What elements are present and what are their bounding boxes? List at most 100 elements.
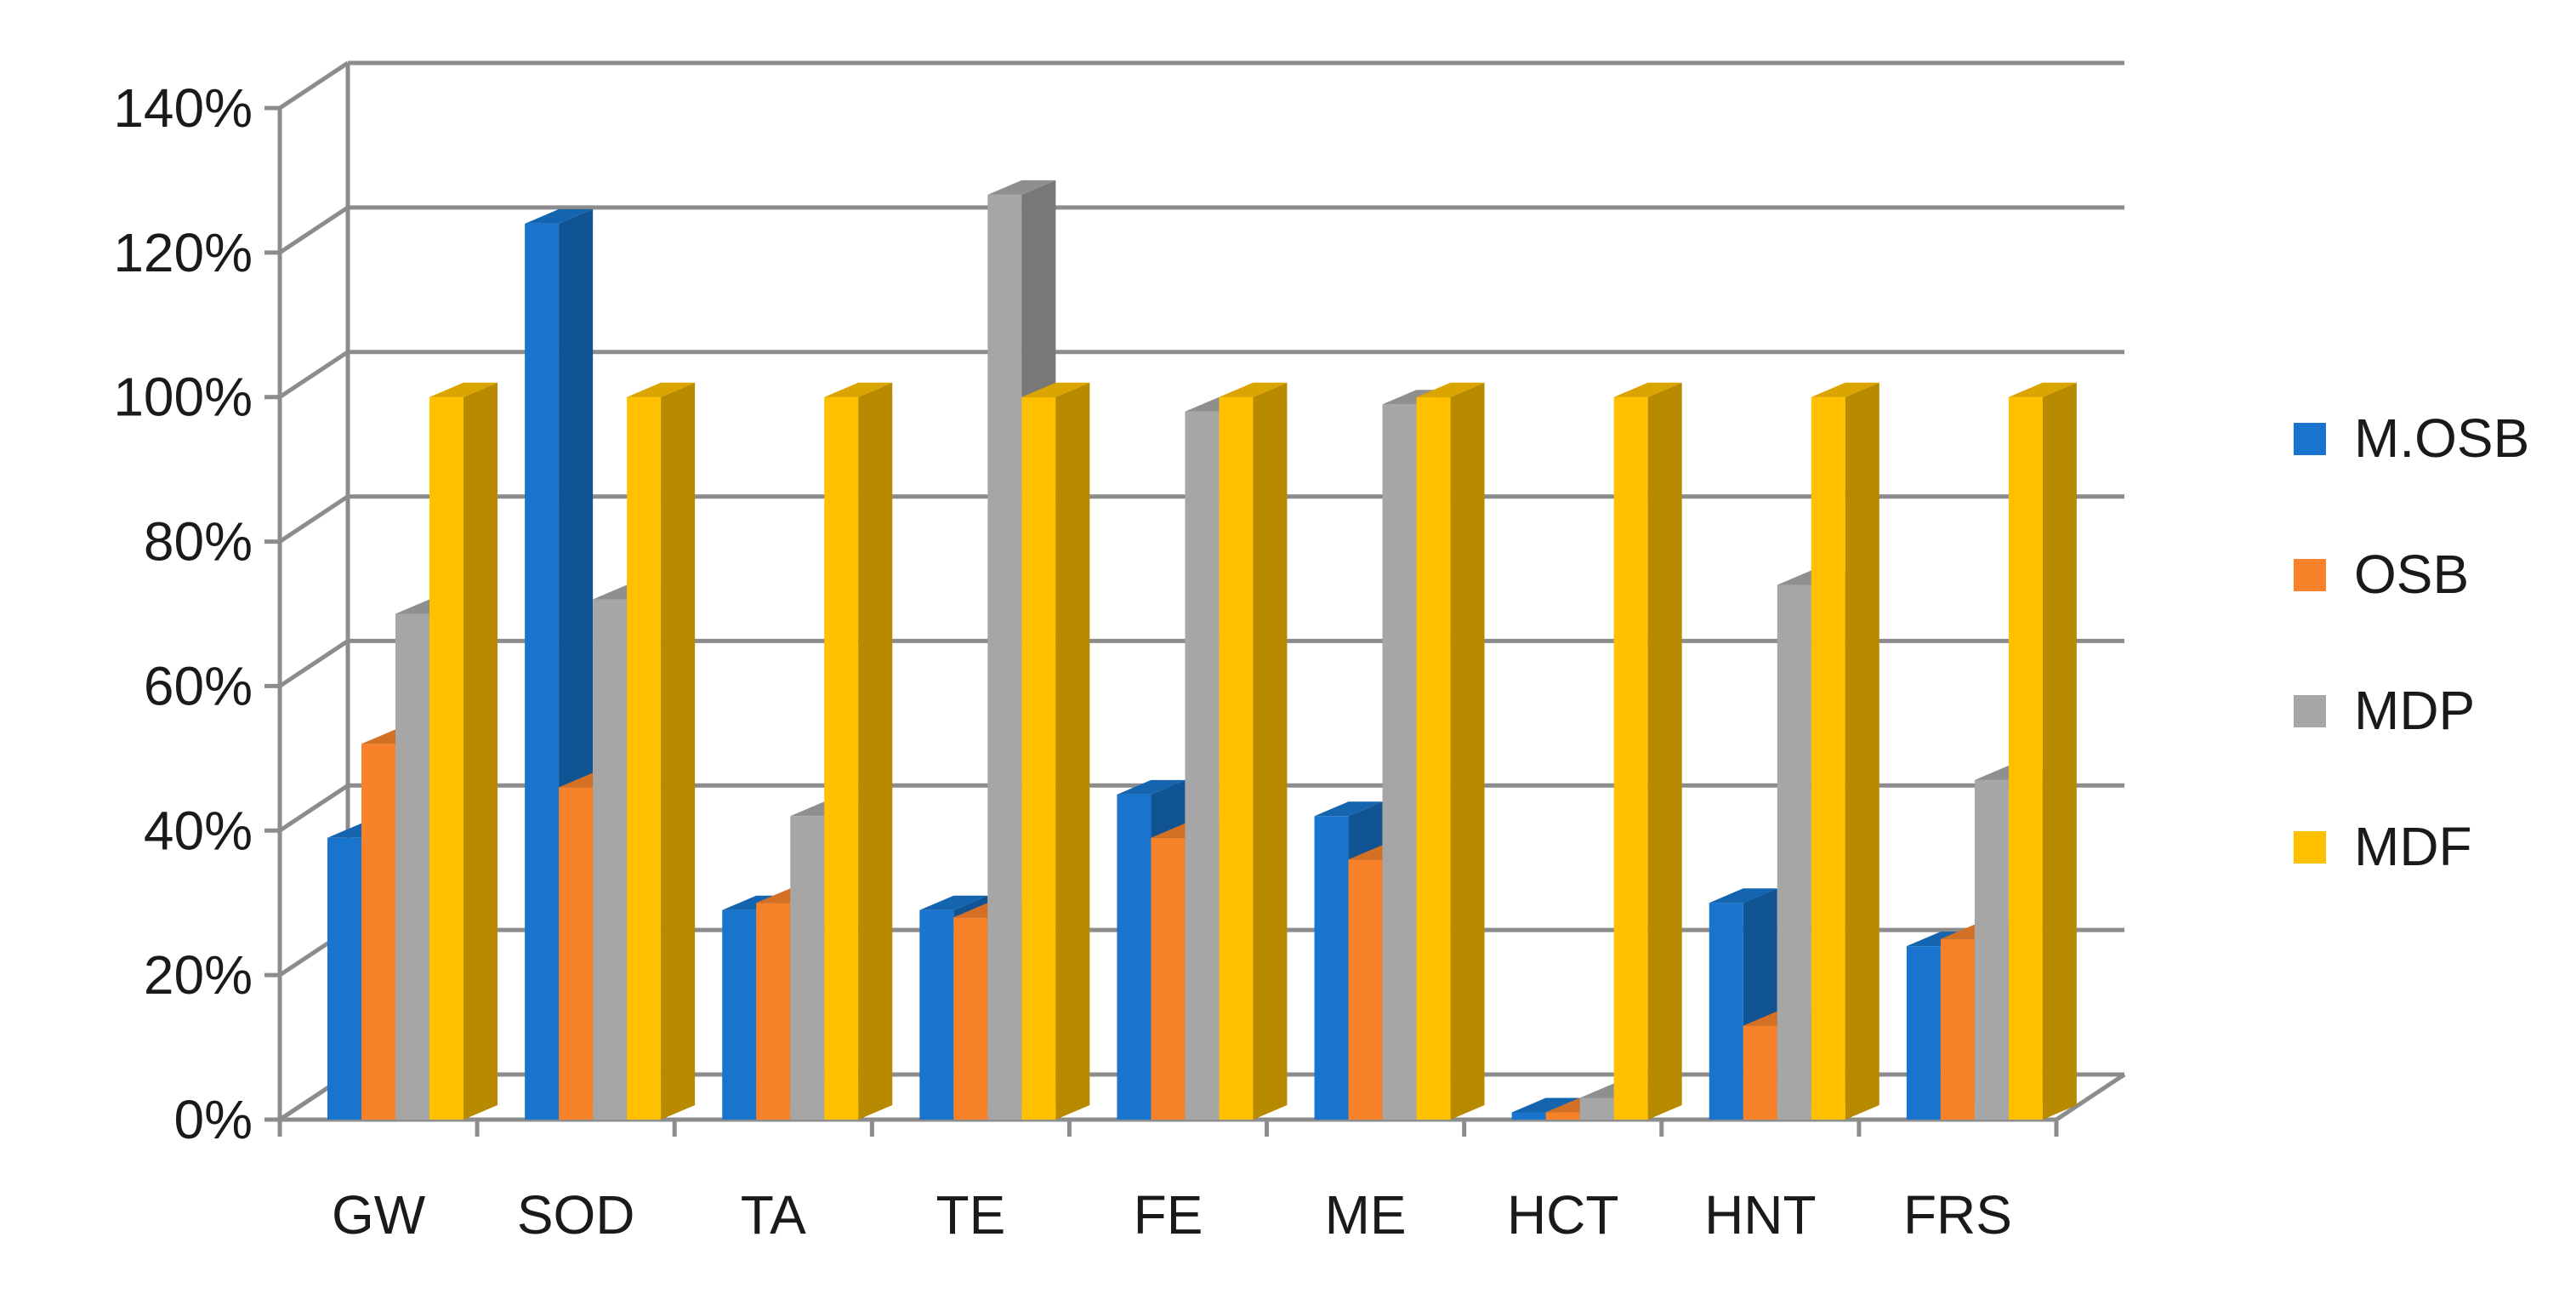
bar-front [1743, 1025, 1777, 1120]
bar-front [1777, 584, 1811, 1120]
bar-front [327, 837, 361, 1120]
legend-swatch [2294, 559, 2326, 591]
x-tick-label: ME [1325, 1184, 1407, 1246]
bar [1021, 382, 1090, 1120]
bar-front [919, 909, 954, 1120]
bar-front [1545, 1112, 1580, 1120]
legend-label: OSB [2354, 544, 2469, 605]
bar-front [429, 396, 463, 1120]
y-axis-ticks: 0% 20% 40% 60% 80% 100% 120% 140% [113, 77, 280, 1150]
series-mdf [429, 382, 2077, 1120]
bar-front [1117, 794, 1152, 1120]
bar-side [2042, 382, 2077, 1120]
x-tick-label: TA [741, 1184, 806, 1246]
legend: M.OSB OSB MDP MDF [2294, 408, 2529, 877]
bar-side [661, 382, 696, 1120]
bar-front [1906, 946, 1941, 1120]
bar [2008, 382, 2077, 1120]
bar-front [1348, 859, 1383, 1120]
bar-top [987, 180, 1056, 195]
bar-side [1253, 382, 1288, 1120]
bar-front [1382, 404, 1417, 1120]
bar-front [1151, 837, 1186, 1120]
bar-side [463, 382, 498, 1120]
bar-front [1416, 396, 1451, 1120]
bar-side [1055, 382, 1090, 1120]
bar-front [1185, 411, 1220, 1120]
legend-label: MDF [2354, 816, 2472, 877]
bar-front [593, 599, 628, 1120]
bar-front [1314, 816, 1349, 1120]
gridline-diagonal [278, 350, 350, 399]
x-tick-label: GW [332, 1184, 426, 1246]
legend-label: M.OSB [2354, 408, 2529, 469]
y-tick-label: 0% [174, 1089, 253, 1150]
legend-item: OSB [2294, 544, 2469, 605]
gridline-diagonal [278, 205, 350, 254]
bar-front [1219, 396, 1254, 1120]
bar-front [1613, 396, 1648, 1120]
bar-front [987, 194, 1022, 1120]
gridline-diagonal [278, 639, 350, 688]
bar-top [1416, 382, 1485, 397]
bar-front [559, 787, 594, 1120]
bar-top [2008, 382, 2077, 397]
legend-swatch [2294, 695, 2326, 727]
bar-front [1974, 779, 2009, 1120]
bar-front [790, 816, 825, 1120]
bar-top [627, 382, 696, 397]
legend-item: MDP [2294, 680, 2475, 741]
bar-top [1709, 888, 1777, 904]
x-tick-label: TE [935, 1184, 1005, 1246]
y-tick-label: 100% [113, 367, 253, 428]
y-tick-label: 120% [113, 222, 253, 283]
x-tick-label: HCT [1507, 1184, 1619, 1246]
bar-front [824, 396, 859, 1120]
x-tick-label: HNT [1704, 1184, 1817, 1246]
bar [525, 208, 594, 1120]
y-tick-label: 20% [144, 944, 253, 1006]
bar-side [858, 382, 893, 1120]
bar-front [361, 744, 395, 1120]
y-tick-label: 140% [113, 77, 253, 139]
bar-top [1219, 382, 1288, 397]
bar-top [1314, 801, 1383, 817]
gridline-diagonal [278, 784, 350, 833]
bar-front [525, 223, 560, 1120]
y-tick-label: 80% [144, 511, 253, 573]
gridline-diagonal [278, 60, 350, 111]
bar-front [1940, 938, 1975, 1120]
bar-top [1811, 382, 1879, 397]
x-tick-label: SOD [517, 1184, 635, 1246]
bar-top [919, 895, 988, 910]
legend-item: MDF [2294, 816, 2472, 877]
bar-top [429, 382, 498, 397]
x-tick-label: FRS [1903, 1184, 2012, 1246]
bar-front [1709, 903, 1743, 1120]
bar-top [1511, 1097, 1580, 1113]
bar [429, 382, 498, 1120]
legend-swatch [2294, 423, 2326, 455]
bar-side [1647, 382, 1682, 1120]
bar-front [395, 613, 429, 1120]
bar-front [953, 917, 988, 1120]
y-tick-label: 40% [144, 800, 253, 861]
bar [1613, 382, 1682, 1120]
bar-front [1579, 1097, 1614, 1120]
bar-front [1511, 1112, 1546, 1120]
bar-front [756, 903, 791, 1120]
bar-front [1811, 396, 1845, 1120]
bar-top [1117, 779, 1186, 795]
bar-top [1021, 382, 1090, 397]
bar-front [722, 909, 757, 1120]
legend-label: MDP [2354, 680, 2475, 741]
bar-top [525, 208, 594, 224]
bar [1219, 382, 1288, 1120]
bar-side [1450, 382, 1485, 1120]
bar [824, 382, 893, 1120]
bar [1811, 382, 1879, 1120]
bar [1416, 382, 1485, 1120]
legend-swatch [2294, 831, 2326, 864]
y-tick-label: 60% [144, 655, 253, 716]
